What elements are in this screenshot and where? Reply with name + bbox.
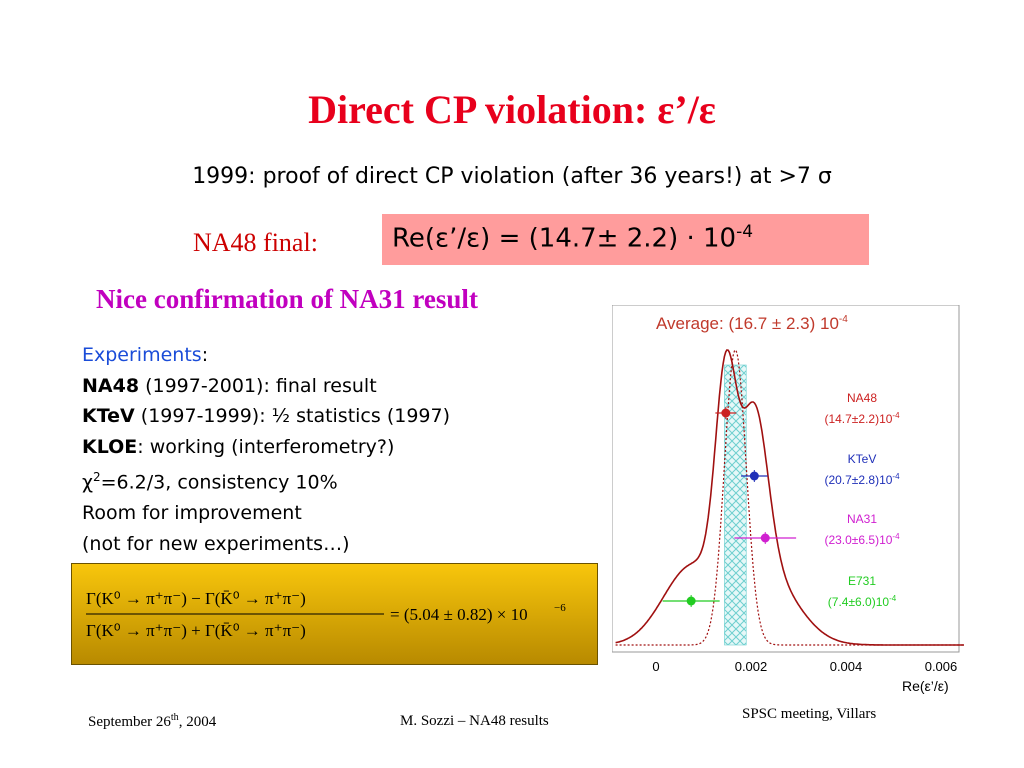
experiments-header-text: Experiments (82, 344, 202, 366)
plot-x-axis-label: Re(ε’/ε) (902, 678, 949, 694)
experiment-line-na48: NA48 (1997-2001): final result (82, 371, 450, 402)
data-point-ktev (749, 471, 759, 481)
legend-value-exponent: -4 (892, 532, 900, 541)
formula-numerator: Γ(K⁰ → π⁺π⁻) − Γ(K̄⁰ → π⁺π⁻) (86, 589, 306, 608)
x-tick-label: 0 (652, 659, 659, 674)
legend-value-ktev: (20.7±2.8)10-4 (824, 472, 900, 487)
formula-svg: Γ(K⁰ → π⁺π⁻) − Γ(K̄⁰ → π⁺π⁻) Γ(K⁰ → π⁺π⁻… (86, 589, 566, 640)
legend-value-exponent: -4 (892, 472, 900, 481)
plot-title-exponent: -4 (839, 314, 848, 325)
footer-meeting: SPSC meeting, Villars (742, 706, 877, 722)
experiment-detail: (1997-2001): final result (139, 374, 377, 397)
data-point-na48 (721, 408, 731, 418)
chi2-superscript: 2 (92, 470, 101, 485)
experiment-name: NA48 (82, 374, 140, 397)
slide-title: Direct CP violation: ε’/ε (0, 86, 1024, 133)
confirmation-heading: Nice confirmation of NA31 result (96, 284, 478, 314)
plot-layer: NA48 (14.7±2.2)10-4 KTeV (20.7±2.8)10-4 NA31… (615, 349, 964, 646)
experiments-header: Experiments: (82, 340, 450, 371)
chi2-text: =6.2/3, consistency 10% (100, 471, 338, 494)
legend-value-exponent: -4 (892, 411, 900, 420)
epsilon-comparison-plot: NA48 (14.7±2.2)10-4 KTeV (20.7±2.8)10-4 NA31… (612, 305, 964, 694)
chi2-symbol: χ (82, 471, 93, 494)
formula-rhs: = (5.04 ± 0.82) × 10 (390, 605, 528, 624)
formula-denominator: Γ(K⁰ → π⁺π⁻) + Γ(K̄⁰ → π⁺π⁻) (86, 621, 306, 640)
experiment-line-kloe: KLOE: working (interferometry?) (82, 432, 450, 463)
experiment-detail: : working (interferometry?) (137, 435, 395, 458)
ideogram-curve (615, 349, 964, 646)
plot-frame (612, 305, 960, 653)
x-tick-label: 0.006 (925, 659, 958, 674)
legend-value-exponent: -4 (889, 594, 897, 603)
experiment-name: KLOE (82, 435, 138, 458)
room-line: Room for improvement (82, 502, 302, 525)
footer-date: September 26th, 2004 (88, 712, 216, 731)
footer-author: M. Sozzi – NA48 results (400, 713, 549, 729)
x-tick-label: 0.002 (735, 659, 768, 674)
data-point-e731 (686, 596, 696, 606)
legend-name-na48: NA48 (847, 391, 877, 405)
na48-final-label: NA48 final: (193, 228, 318, 257)
average-band (724, 364, 747, 646)
slide-title-text: Direct CP violation: (308, 87, 658, 132)
legend-value-na48: (14.7±2.2)10-4 (824, 411, 900, 426)
data-point-na31 (760, 533, 770, 543)
legend-name-ktev: KTeV (848, 452, 877, 466)
chi2-line: χ2=6.2/3, consistency 10% (82, 462, 450, 498)
x-tick-label: 0.004 (830, 659, 863, 674)
legend-name-na31: NA31 (847, 512, 877, 526)
result-highlight-box (382, 214, 869, 265)
formula-box: Γ(K⁰ → π⁺π⁻) − Γ(K̄⁰ → π⁺π⁻) Γ(K⁰ → π⁺π⁻… (71, 563, 598, 665)
legend-value-e731: (7.4±6.0)10-4 (828, 594, 897, 609)
legend-value-na31: (23.0±6.5)10-4 (824, 532, 900, 547)
experiment-name: KTeV (82, 405, 135, 428)
plot-title: Average: (16.7 ± 2.3) 10-4 (656, 314, 848, 333)
result-exponent: -4 (736, 222, 754, 242)
formula-rhs-exponent: −6 (554, 602, 566, 614)
result-number: (14.7± 2.2) · 10 (528, 223, 737, 254)
experiments-list: Experiments: NA48 (1997-2001): final res… (82, 340, 450, 559)
not-new-line: (not for new experiments…) (82, 532, 350, 555)
slide-title-symbol: ε’/ε (657, 87, 716, 132)
experiment-line-ktev: KTeV (1997-1999): ½ statistics (1997) (82, 401, 450, 432)
legend-name-e731: E731 (848, 574, 876, 588)
footer-date-main: September 26 (88, 714, 171, 730)
footer-date-year: , 2004 (178, 714, 217, 730)
result-value: Re(ε’/ε) = (14.7± 2.2) · 10-4 (392, 222, 753, 254)
slide-subtitle: 1999: proof of direct CP violation (afte… (192, 164, 832, 189)
experiments-header-colon: : (201, 344, 209, 366)
experiment-detail: (1997-1999): ½ statistics (1997) (134, 405, 451, 428)
result-lhs: Re(ε’/ε) = (392, 223, 529, 254)
plot-title-text: Average: (16.7 ± 2.3) 10 (656, 314, 839, 333)
footer-date-sup: th (170, 712, 179, 723)
